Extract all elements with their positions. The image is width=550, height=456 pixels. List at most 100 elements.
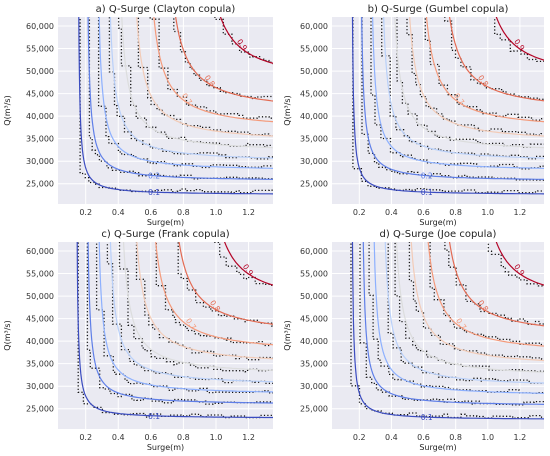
y-tick-label: 55,000 — [300, 270, 328, 279]
empirical-contour-line — [213, 242, 273, 287]
x-tick-label: 1.0 — [481, 433, 494, 442]
copula-contour-line — [87, 17, 273, 180]
empirical-contour-line — [444, 242, 544, 326]
copula-contour-line — [351, 17, 544, 195]
y-tick-label: 60,000 — [300, 22, 328, 31]
y-tick-label: 50,000 — [300, 67, 328, 76]
copula-contour-line — [427, 242, 544, 347]
contours — [351, 17, 544, 195]
y-tick-label: 35,000 — [300, 360, 328, 369]
y-tick-label: 25,000 — [300, 180, 328, 189]
panel-d: d) Q-Surge (Joe copula) Surge(m) Q(m³/s)… — [283, 229, 544, 452]
copula-contour-line — [223, 242, 273, 286]
contour-level-label: 0.1 — [148, 188, 160, 197]
empirical-contour-line — [95, 242, 273, 394]
copula-contour-line — [351, 242, 544, 420]
y-tick-label: 25,000 — [26, 405, 54, 414]
copula-contour-line — [410, 242, 544, 362]
panel-c: c) Q-Surge (Frank copula) Surge(m) Q(m³/… — [3, 229, 273, 452]
empirical-contour-line — [487, 242, 544, 287]
panel-a: a) Q-Surge (Clayton copula) Surge(m) Q(m… — [3, 4, 273, 227]
contours — [76, 242, 273, 419]
y-tick-label: 25,000 — [26, 180, 54, 189]
y-tick-label: 35,000 — [26, 360, 54, 369]
copula-contour-line — [155, 242, 273, 346]
empirical-contour-line — [387, 242, 544, 384]
panel-title: d) Q-Surge (Joe copula) — [380, 229, 497, 240]
copula-contour-line — [175, 17, 273, 102]
x-tick-label: 0.8 — [449, 433, 462, 442]
y-tick-label: 30,000 — [26, 382, 54, 391]
copula-contour-line — [136, 242, 273, 360]
gridlines — [332, 242, 544, 429]
copula-contour-line — [395, 242, 544, 373]
contour-level-label: 0.1 — [148, 412, 160, 421]
copula-contour-line — [372, 17, 544, 169]
contours — [350, 242, 544, 420]
contours — [78, 17, 273, 195]
x-tick-label: 1.0 — [210, 433, 223, 442]
copula-contour-line — [153, 17, 273, 123]
x-tick-label: 0.2 — [353, 433, 366, 442]
copula-contour-line — [495, 17, 544, 61]
x-tick-label: 0.2 — [353, 208, 366, 217]
empirical-contour-line — [368, 242, 544, 394]
x-tick-label: 0.4 — [112, 208, 125, 217]
empirical-contour-line — [444, 17, 544, 100]
x-tick-label: 0.6 — [144, 433, 157, 442]
panel-title: a) Q-Surge (Clayton copula) — [96, 4, 236, 15]
y-tick-label: 40,000 — [26, 112, 54, 121]
panel-b: b) Q-Surge (Gumbel copula) Surge(m) Q(m³… — [283, 4, 544, 227]
copula-contour-line — [76, 242, 273, 419]
y-tick-label: 30,000 — [300, 382, 328, 391]
empirical-contour-line — [429, 242, 544, 346]
x-tick-label: 0.4 — [385, 433, 398, 442]
empirical-contour-line — [394, 242, 544, 373]
copula-contour-line — [78, 17, 273, 195]
copula-contour-line — [122, 242, 273, 372]
x-tick-label: 0.6 — [417, 208, 430, 217]
y-tick-label: 45,000 — [300, 90, 328, 99]
copula-contour-line — [136, 17, 273, 137]
x-tick-label: 1.2 — [514, 208, 527, 217]
copula-contour-line — [495, 242, 544, 286]
x-tick-label: 0.8 — [177, 433, 190, 442]
y-axis-label: Q(m³/s) — [3, 95, 12, 125]
y-tick-label: 55,000 — [300, 45, 328, 54]
x-tick-label: 0.8 — [177, 208, 190, 217]
y-tick-label: 40,000 — [26, 337, 54, 346]
copula-contour-line — [219, 17, 273, 64]
y-tick-label: 50,000 — [26, 292, 54, 301]
copula-contour-line — [361, 17, 544, 180]
copula-contour-line — [448, 242, 544, 327]
y-axis-label: Q(m³/s) — [283, 95, 292, 125]
x-axis-label: Surge(m) — [147, 443, 184, 452]
x-tick-label: 1.2 — [242, 433, 255, 442]
y-tick-label: 25,000 — [300, 405, 328, 414]
contour-level-label: 0.2 — [148, 172, 160, 181]
plot-area — [58, 242, 273, 429]
copula-contour-line — [383, 17, 544, 159]
y-axis-label: Q(m³/s) — [3, 320, 12, 350]
y-tick-label: 30,000 — [300, 157, 328, 166]
x-tick-label: 0.4 — [385, 208, 398, 217]
copula-contour-line — [98, 242, 273, 393]
y-tick-label: 35,000 — [26, 135, 54, 144]
x-tick-label: 1.2 — [242, 208, 255, 217]
y-tick-label: 50,000 — [26, 67, 54, 76]
y-tick-label: 60,000 — [26, 22, 54, 31]
copula-contour-line — [121, 17, 273, 149]
copula-contour-line — [98, 17, 273, 169]
x-axis-label: Surge(m) — [419, 218, 456, 227]
x-tick-label: 0.2 — [79, 433, 92, 442]
y-tick-label: 45,000 — [300, 315, 328, 324]
y-tick-label: 60,000 — [300, 247, 328, 256]
y-tick-label: 40,000 — [300, 337, 328, 346]
y-tick-label: 40,000 — [300, 112, 328, 121]
x-tick-label: 0.6 — [417, 433, 430, 442]
contour-level-label: 0.2 — [421, 172, 433, 181]
y-tick-label: 45,000 — [26, 315, 54, 324]
contour-level-label: 0.1 — [421, 188, 433, 197]
